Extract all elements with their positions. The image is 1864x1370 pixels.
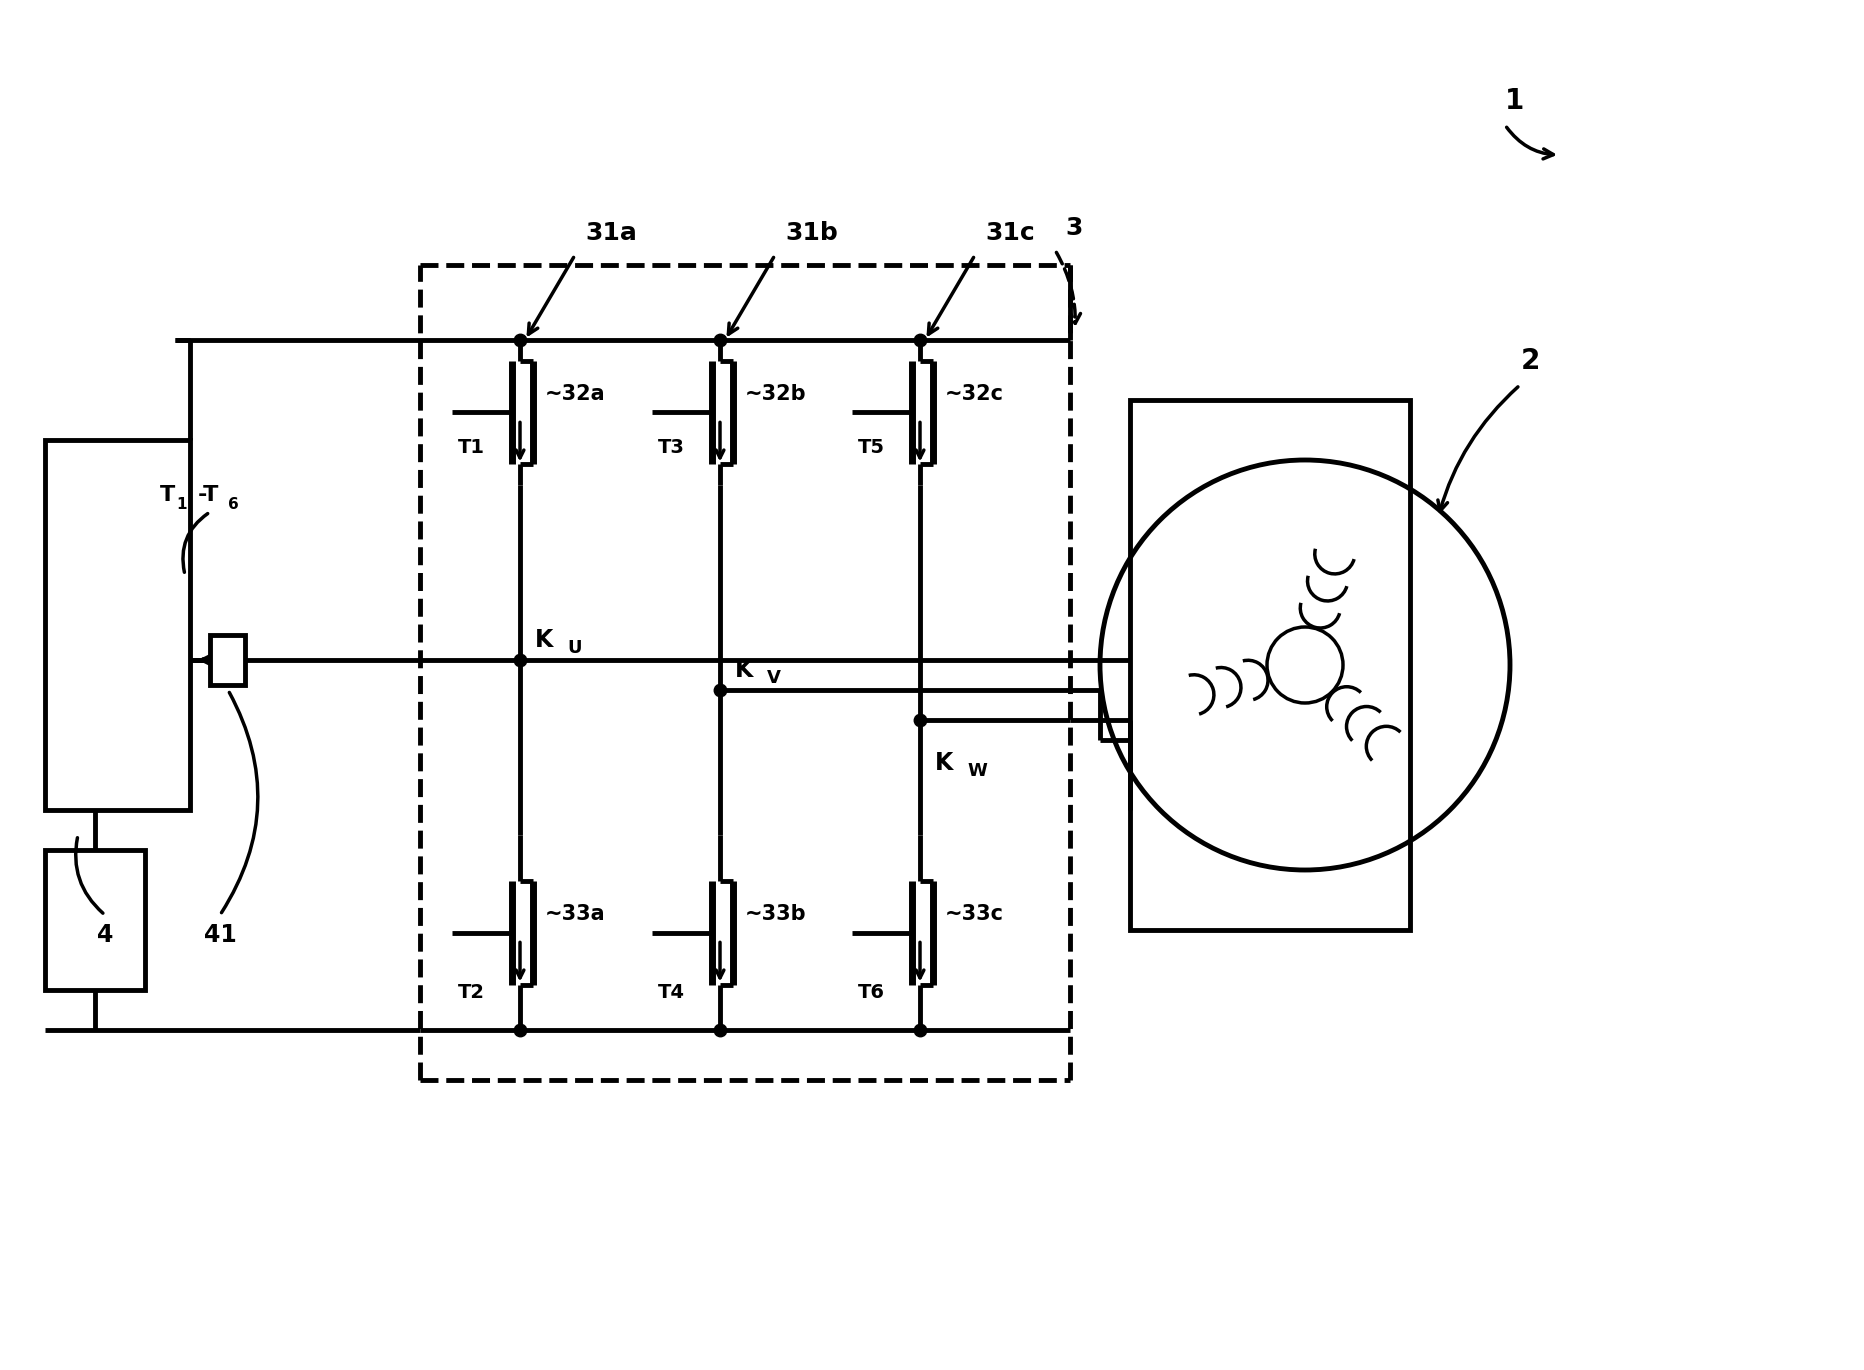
Text: U: U	[567, 638, 582, 658]
Text: 1: 1	[1506, 88, 1525, 115]
Text: 31b: 31b	[785, 221, 837, 245]
Text: ~32b: ~32b	[746, 385, 807, 404]
Text: 4: 4	[97, 923, 114, 947]
Text: K: K	[936, 751, 953, 775]
Text: K: K	[535, 627, 554, 652]
FancyArrowPatch shape	[76, 837, 103, 914]
FancyArrowPatch shape	[222, 692, 257, 912]
Text: 41: 41	[203, 923, 237, 947]
Text: W: W	[967, 762, 986, 780]
Text: V: V	[766, 669, 781, 686]
Text: T5: T5	[857, 438, 885, 458]
Text: T4: T4	[658, 984, 684, 1001]
Text: ~32a: ~32a	[544, 385, 606, 404]
Text: T2: T2	[459, 984, 485, 1001]
Text: 6: 6	[227, 497, 239, 512]
FancyArrowPatch shape	[183, 514, 207, 573]
Bar	[45, 849, 145, 991]
Text: 31c: 31c	[984, 221, 1035, 245]
Text: K: K	[734, 658, 753, 682]
Text: 3: 3	[1064, 216, 1083, 240]
Text: -T: -T	[198, 485, 220, 506]
Text: ~32c: ~32c	[945, 385, 1005, 404]
Text: T6: T6	[857, 984, 885, 1001]
Text: ~33c: ~33c	[945, 904, 1005, 925]
Bar	[45, 440, 190, 810]
Text: ~33a: ~33a	[544, 904, 606, 925]
Text: 2: 2	[1521, 347, 1540, 375]
Bar	[211, 636, 244, 685]
Text: T3: T3	[658, 438, 684, 458]
Text: 31a: 31a	[585, 221, 637, 245]
Text: ~33b: ~33b	[746, 904, 807, 925]
Text: T: T	[160, 485, 175, 506]
Text: T1: T1	[459, 438, 485, 458]
Bar	[1130, 400, 1409, 930]
Text: 1: 1	[175, 497, 186, 512]
